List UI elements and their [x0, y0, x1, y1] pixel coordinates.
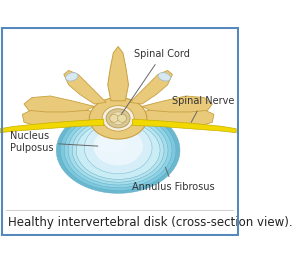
Polygon shape: [108, 47, 128, 101]
Text: Spinal Cord: Spinal Cord: [121, 49, 190, 114]
Polygon shape: [0, 119, 104, 133]
Polygon shape: [130, 70, 172, 104]
Ellipse shape: [56, 107, 180, 193]
Ellipse shape: [158, 73, 171, 81]
Polygon shape: [133, 119, 236, 133]
Ellipse shape: [97, 132, 127, 153]
Polygon shape: [22, 105, 94, 126]
Polygon shape: [64, 70, 106, 104]
Ellipse shape: [66, 73, 78, 81]
Ellipse shape: [102, 105, 134, 131]
Text: Healthy intervertebral disk (cross-section view).: Healthy intervertebral disk (cross-secti…: [8, 216, 292, 229]
Polygon shape: [142, 105, 214, 126]
Polygon shape: [142, 96, 212, 112]
Ellipse shape: [60, 110, 176, 191]
Polygon shape: [24, 96, 94, 112]
Ellipse shape: [89, 98, 147, 139]
Ellipse shape: [110, 112, 126, 125]
Ellipse shape: [118, 114, 127, 122]
Ellipse shape: [84, 122, 152, 174]
Text: Spinal Nerve: Spinal Nerve: [172, 96, 234, 122]
Ellipse shape: [64, 113, 172, 188]
Ellipse shape: [68, 115, 168, 185]
Ellipse shape: [110, 114, 118, 122]
Text: Nucleus
Pulposus: Nucleus Pulposus: [10, 132, 98, 153]
Ellipse shape: [76, 121, 160, 179]
Text: Annulus Fibrosus: Annulus Fibrosus: [132, 167, 214, 192]
Ellipse shape: [106, 109, 130, 128]
Ellipse shape: [72, 118, 164, 182]
Ellipse shape: [93, 127, 143, 165]
